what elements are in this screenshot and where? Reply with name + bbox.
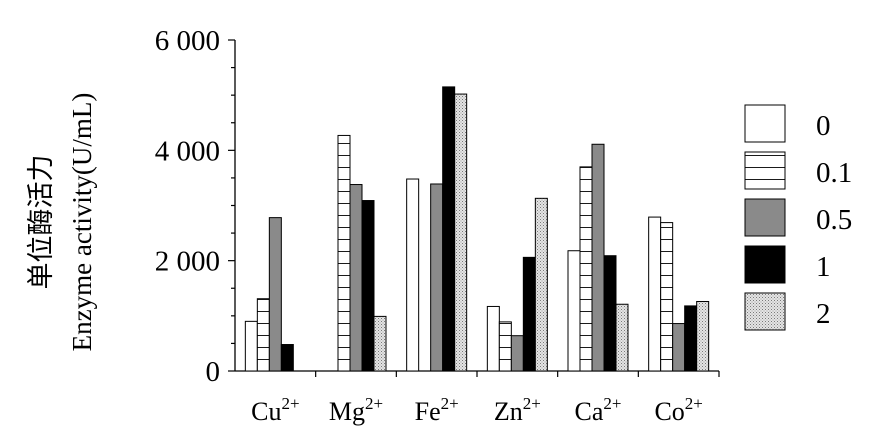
x-category-label: Co2+ [654, 394, 702, 426]
y-ticks: 0 2 000 4 000 6 000 [155, 25, 235, 388]
x-category-base: Ca [575, 397, 604, 426]
bar-cu-series-2 [268, 217, 282, 372]
x-category-base: Zn [494, 397, 523, 426]
x-category-base: Co [654, 397, 684, 426]
bars [244, 86, 710, 372]
x-category-sup: 2+ [603, 394, 621, 413]
legend-label: 0 [816, 110, 831, 142]
x-category-label: Zn2+ [494, 394, 541, 426]
bar-fe-series-3 [442, 86, 456, 372]
x-category-base: Mg [329, 397, 365, 426]
bar-zn-series-0 [486, 305, 500, 372]
y-axis-label-cn: 单位酶活力 [26, 155, 56, 290]
bar-zn-series-3 [522, 256, 536, 372]
bar-co-series-2 [672, 323, 686, 372]
y-tick-label: 0 [206, 356, 221, 388]
x-category-sup: 2+ [523, 394, 541, 413]
x-category-sup: 2+ [685, 394, 703, 413]
x-category-sup: 2+ [281, 394, 299, 413]
y-axis-label: 单位酶活力 Enzyme activity(U/mL) [26, 93, 97, 352]
y-tick-label: 4 000 [155, 135, 220, 167]
x-category-base: Fe [415, 397, 441, 426]
bar-fe-series-0 [406, 178, 420, 372]
x-category-label: Cu2+ [251, 394, 299, 426]
legend-label: 0.1 [816, 157, 852, 189]
bar-mg-series-4 [373, 315, 387, 372]
bar-zn-series-1 [498, 321, 512, 372]
bar-fe-series-4 [454, 93, 468, 372]
bar-co-series-1 [660, 222, 674, 372]
legend-swatch [744, 104, 786, 143]
bar-ca-series-1 [579, 166, 593, 372]
axes [234, 40, 719, 372]
y-axis-label-en: Enzyme activity(U/mL) [67, 93, 97, 352]
legend-label: 1 [816, 251, 831, 283]
legend-swatch [744, 198, 786, 237]
legend-label: 0.5 [816, 204, 852, 236]
bar-mg-series-1 [337, 134, 351, 372]
legend-label: 2 [816, 298, 831, 330]
legend: 0 0.1 0.5 1 2 [744, 104, 852, 331]
bar-co-series-0 [648, 216, 662, 372]
bar-zn-series-2 [510, 335, 524, 372]
x-labels: Cu2+ Mg2+ Fe2+ Zn2+ Ca2+ Co2+ [251, 371, 720, 426]
x-category-sup: 2+ [365, 394, 383, 413]
bar-zn-series-4 [534, 197, 548, 372]
y-tick-label: 2 000 [155, 246, 220, 278]
x-category-sup: 2+ [441, 394, 459, 413]
bar-co-series-3 [684, 305, 698, 372]
bar-cu-series-3 [280, 344, 294, 372]
bar-ca-series-4 [615, 303, 629, 372]
bar-mg-series-3 [361, 200, 375, 372]
bar-cu-series-1 [256, 298, 270, 372]
bar-mg-series-2 [349, 184, 363, 372]
x-category-base: Cu [251, 397, 281, 426]
x-category-label: Mg2+ [329, 394, 383, 426]
legend-swatch [744, 151, 786, 190]
legend-swatch [744, 245, 786, 284]
x-category-label: Fe2+ [415, 394, 459, 426]
bar-ca-series-0 [567, 250, 581, 372]
legend-swatch [744, 292, 786, 331]
y-tick-label: 6 000 [155, 25, 220, 57]
bar-ca-series-3 [603, 255, 617, 372]
bar-fe-series-2 [430, 183, 444, 372]
bar-ca-series-2 [591, 143, 605, 372]
x-category-label: Ca2+ [575, 394, 622, 426]
bar-co-series-4 [696, 300, 710, 372]
bar-cu-series-0 [244, 320, 258, 372]
